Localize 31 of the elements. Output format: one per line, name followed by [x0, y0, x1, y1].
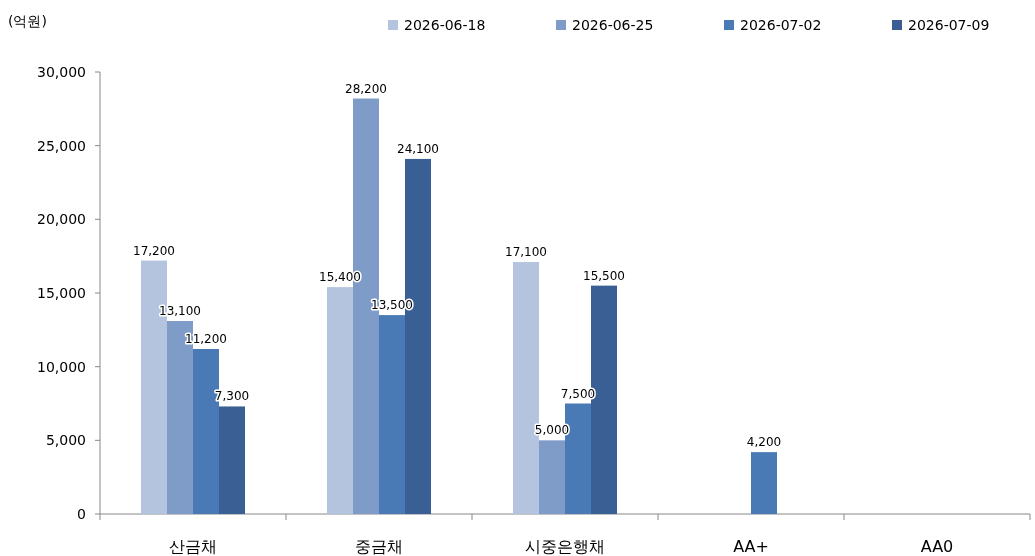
- x-tick-label: 중금채: [355, 537, 403, 556]
- legend-label: 2026-07-09: [908, 17, 990, 33]
- legend-label: 2026-06-25: [572, 17, 654, 33]
- data-label: 17,200: [133, 243, 175, 258]
- data-label: 15,400: [319, 270, 361, 285]
- bar: [539, 440, 565, 514]
- y-tick-label: 30,000: [37, 64, 86, 80]
- y-axis-title: (억원): [8, 13, 47, 29]
- y-tick-label: 5,000: [45, 432, 86, 449]
- bar: [219, 406, 245, 514]
- legend-label: 2026-06-18: [404, 17, 486, 33]
- x-tick-label: 산금채: [169, 537, 217, 556]
- data-label: 11,200: [185, 331, 227, 346]
- data-label: 15,500: [583, 268, 625, 283]
- y-tick-label: 20,000: [37, 211, 86, 228]
- x-tick-label: AA0: [920, 537, 954, 556]
- data-label: 17,100: [505, 245, 547, 260]
- data-label: 4,200: [746, 435, 782, 450]
- bar: [379, 315, 405, 514]
- y-tick-label: 25,000: [37, 137, 86, 154]
- data-label: 24,100: [397, 141, 439, 156]
- legend-label: 2026-07-02: [740, 17, 822, 33]
- bar: [327, 287, 353, 514]
- data-label: 28,200: [345, 81, 387, 96]
- y-tick-label: 15,000: [37, 285, 86, 301]
- x-tick-label: AA+: [733, 537, 769, 556]
- bar: [751, 452, 777, 514]
- x-tick-label: 시중은행채: [525, 537, 605, 556]
- y-tick-label: 0: [77, 506, 86, 522]
- y-tick-label: 10,000: [37, 358, 86, 375]
- data-label: 13,100: [159, 303, 201, 318]
